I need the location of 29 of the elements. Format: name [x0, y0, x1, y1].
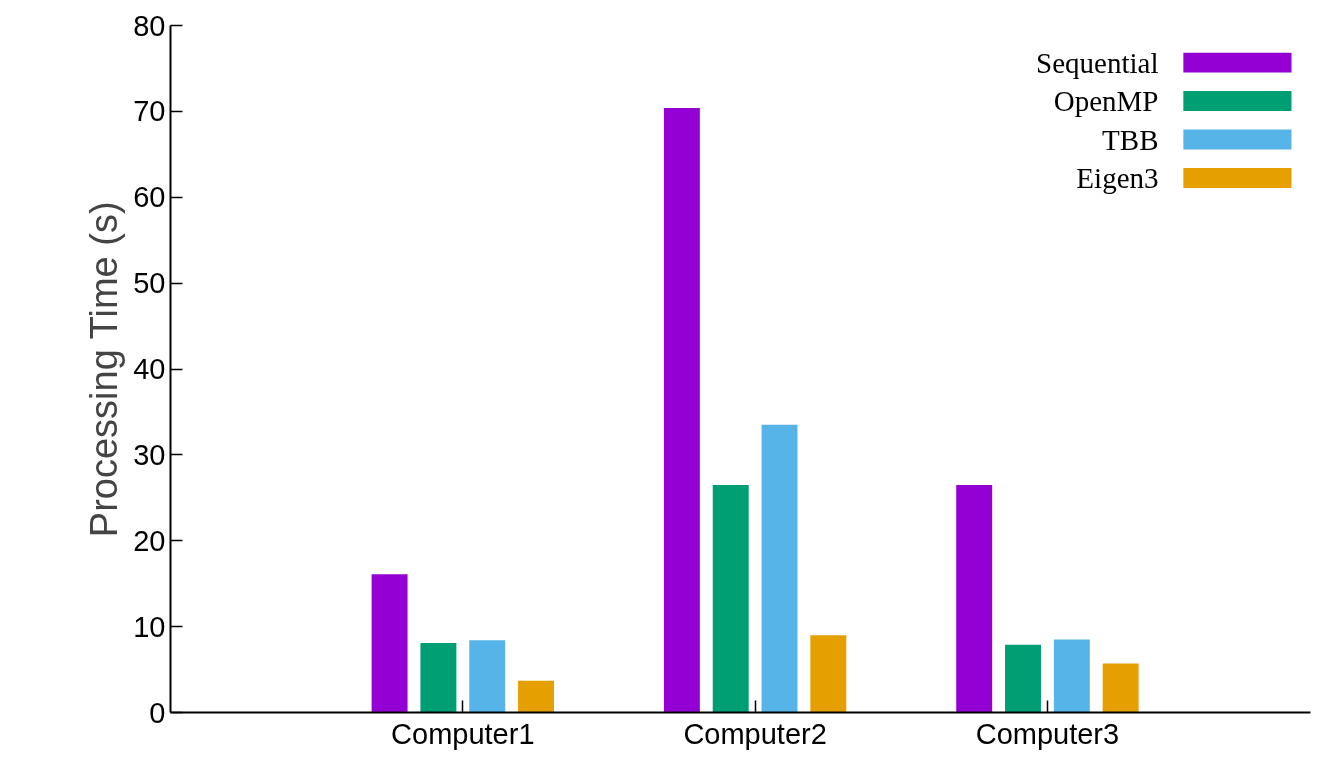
bar — [1053, 639, 1090, 713]
bar — [371, 574, 408, 713]
legend-label: Eigen3 — [1076, 162, 1159, 195]
legend-label: TBB — [1102, 123, 1159, 156]
x-tick-label: Computer1 — [391, 717, 535, 750]
x-tick-label: Computer2 — [683, 717, 827, 750]
y-tick-label: 50 — [133, 267, 166, 300]
y-tick-label: 70 — [133, 95, 166, 128]
legend-label: OpenMP — [1053, 85, 1159, 118]
y-tick-label: 60 — [133, 181, 166, 214]
bar — [956, 484, 993, 713]
x-tick-label: Computer3 — [975, 717, 1120, 750]
bar — [518, 680, 555, 713]
bar — [663, 107, 700, 713]
y-axis-title: Processing Time (s) — [83, 201, 126, 538]
bar — [469, 640, 506, 713]
y-tick-label: 80 — [133, 9, 166, 42]
y-tick-label: 20 — [133, 524, 166, 557]
bar — [810, 635, 847, 713]
y-tick-label: 0 — [149, 696, 166, 729]
bar — [1005, 644, 1041, 713]
bar — [1102, 663, 1139, 713]
y-tick-label: 10 — [133, 610, 166, 643]
bar — [420, 642, 457, 713]
y-tick-label: 30 — [133, 438, 166, 471]
bar — [761, 424, 798, 713]
bar — [712, 484, 749, 713]
y-tick-label: 40 — [133, 353, 166, 385]
legend-label: Sequential — [1036, 46, 1159, 79]
